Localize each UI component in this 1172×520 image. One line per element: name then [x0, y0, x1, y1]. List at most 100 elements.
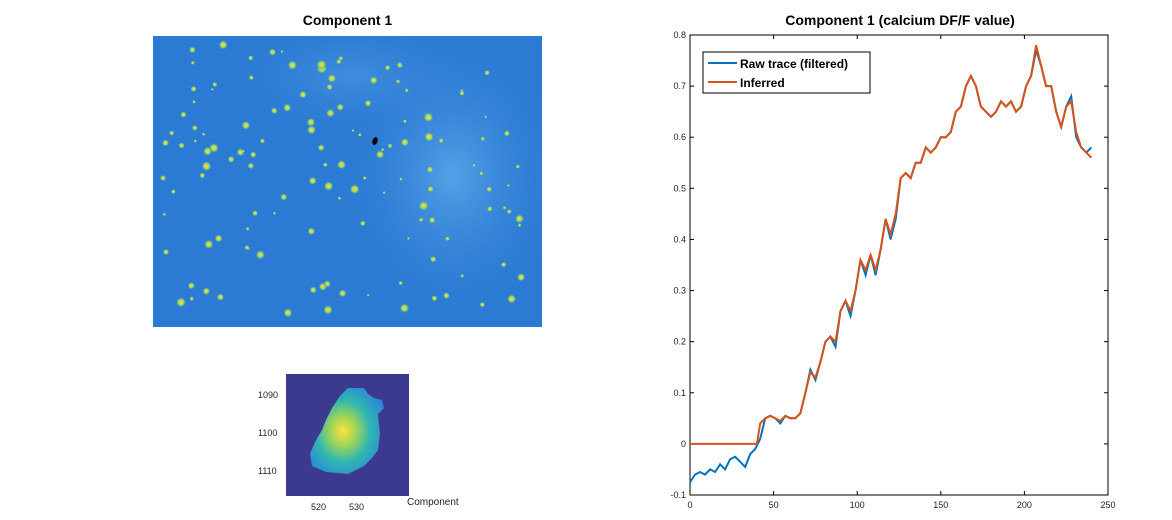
- map-hotspot: [387, 143, 393, 149]
- map-hotspot: [484, 69, 491, 76]
- map-hotspot: [280, 193, 288, 201]
- map-hotspot: [503, 130, 511, 137]
- map-hotspot: [362, 175, 367, 181]
- zoom-xtick-520: 520: [311, 502, 327, 512]
- map-hotspot: [283, 308, 293, 318]
- map-hotspot: [375, 150, 385, 159]
- map-hotspot: [336, 159, 347, 170]
- map-hotspot: [337, 196, 342, 201]
- legend-box: [702, 51, 871, 94]
- map-hotspot: [191, 124, 198, 132]
- inferred-line: [690, 44, 1093, 445]
- map-hotspot: [272, 211, 277, 216]
- map-hotspot: [241, 120, 251, 131]
- map-hotspot: [325, 108, 335, 118]
- map-hotspot: [161, 139, 170, 147]
- zoom-ytick-1100: 1100: [258, 428, 278, 438]
- map-hotspot: [247, 55, 254, 61]
- cell-marker: [372, 137, 378, 145]
- x-tick-label: 200: [1017, 500, 1032, 510]
- map-hotspot: [190, 60, 195, 65]
- plot-frame: [689, 34, 1109, 496]
- map-hotspot: [369, 76, 378, 85]
- map-hotspot: [349, 183, 360, 195]
- map-hotspot: [480, 136, 486, 142]
- map-hotspot: [351, 129, 355, 133]
- map-hotspot: [382, 190, 386, 195]
- y-tick-label: 0.8: [673, 30, 686, 40]
- map-hotspot: [187, 281, 196, 290]
- map-hotspot: [336, 103, 345, 112]
- map-hotspot: [175, 296, 187, 308]
- map-hotspot: [210, 87, 214, 91]
- map-hotspot: [188, 46, 196, 54]
- map-hotspot: [359, 220, 366, 227]
- map-hotspot: [484, 115, 488, 119]
- map-hotspot: [247, 162, 255, 170]
- map-hotspot: [309, 286, 317, 294]
- map-hotspot: [338, 289, 347, 298]
- map-hotspot: [227, 155, 235, 163]
- map-hotspot: [323, 304, 333, 315]
- legend: Raw trace (filtered) Inferred: [702, 51, 871, 94]
- map-hotspot: [364, 99, 372, 107]
- map-hotspot: [479, 301, 486, 308]
- map-hotspot: [162, 248, 170, 256]
- x-tick-label: 250: [1100, 500, 1115, 510]
- map-hotspot: [426, 165, 434, 174]
- zoom-ytick-1110: 1110: [258, 466, 277, 476]
- map-hotspot: [500, 261, 507, 268]
- map-hotspot: [282, 103, 292, 113]
- legend-raw-label: Raw trace (filtered): [740, 57, 848, 71]
- map-hotspot: [308, 176, 317, 186]
- y-tick-label: 0.3: [673, 286, 686, 296]
- map-hotspot: [460, 273, 465, 278]
- map-hotspot: [202, 287, 211, 296]
- y-tick-label: 0.1: [673, 388, 686, 398]
- map-hotspot: [170, 189, 176, 195]
- map-hotspot: [318, 282, 328, 292]
- map-hotspot: [506, 183, 510, 188]
- y-tick-label: -0.1: [670, 490, 686, 500]
- map-hotspot: [380, 147, 385, 152]
- map-hotspot: [428, 216, 436, 224]
- map-hotspot: [306, 125, 317, 135]
- x-tick-label: 50: [769, 500, 779, 510]
- raw-trace-line: [689, 46, 1093, 483]
- map-hotspot: [429, 255, 437, 263]
- map-hotspot: [514, 213, 525, 224]
- map-hotspot: [193, 139, 197, 143]
- map-hotspot: [214, 234, 223, 243]
- map-hotspot: [192, 99, 196, 104]
- map-hotspot: [399, 177, 403, 182]
- map-hotspot: [212, 81, 218, 88]
- map-hotspot: [306, 117, 316, 127]
- map-hotspot: [335, 58, 342, 65]
- map-hotspot: [199, 172, 206, 179]
- map-hotspot: [442, 291, 451, 300]
- map-hotspot: [189, 296, 195, 302]
- map-hotspot: [384, 64, 391, 71]
- map-hotspot: [245, 226, 250, 231]
- component-shape: [310, 388, 384, 474]
- map-hotspot: [400, 137, 410, 147]
- map-hotspot: [178, 142, 185, 149]
- map-hotspot: [515, 164, 521, 170]
- map-hotspots: [159, 39, 526, 318]
- map-hotspot: [327, 73, 337, 84]
- map-hotspot: [307, 227, 316, 236]
- y-tick-label: 0.4: [673, 234, 686, 244]
- map-hotspot: [472, 163, 476, 168]
- x-tick-label: 0: [687, 500, 692, 510]
- fluorescence-map: [153, 36, 542, 327]
- legend-inferred-label: Inferred: [740, 76, 785, 90]
- map-hotspot: [326, 83, 333, 91]
- map-hotspot: [201, 160, 212, 172]
- line-chart: -0.100.10.20.30.40.50.60.70.8 0 50 100 150 2…: [670, 30, 1115, 510]
- map-hotspot: [402, 119, 408, 124]
- x-tick-label: 100: [850, 500, 865, 510]
- map-hotspot: [251, 210, 259, 217]
- map-hotspot: [418, 200, 429, 212]
- map-hotspot: [404, 88, 409, 93]
- map-hotspot: [399, 303, 410, 314]
